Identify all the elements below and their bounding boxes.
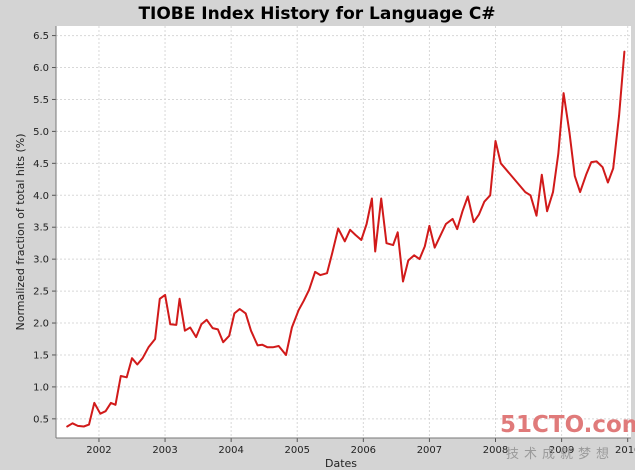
x-tick-label: 2003 <box>152 445 177 456</box>
x-tick-label: 2009 <box>549 445 574 456</box>
y-tick-label: 4.5 <box>33 159 49 170</box>
series-line <box>66 50 626 428</box>
x-tick-label: 2004 <box>218 445 243 456</box>
y-axis-label: Normalized fraction of total hits (%) <box>14 134 27 331</box>
y-tick-label: 6.5 <box>33 31 49 42</box>
y-tick-label: 1.0 <box>33 382 49 393</box>
chart-title: TIOBE Index History for Language C# <box>138 4 495 24</box>
y-tick-label: 0.5 <box>33 414 49 425</box>
y-tick-label: 3.0 <box>33 255 49 266</box>
x-tick-label: 2005 <box>285 445 310 456</box>
series-layer <box>66 50 626 428</box>
y-tick-label: 4.0 <box>33 191 49 202</box>
y-tick-label: 5.0 <box>33 127 49 138</box>
y-tick-label: 5.5 <box>33 95 49 106</box>
x-tick-label: 2002 <box>86 445 111 456</box>
axes: 0.5 1.0 1.5 2.0 2.5 3.0 3.5 4.0 4.5 5.0 5.5 6.0 6.5 2… <box>33 26 635 456</box>
x-tick-label: 2006 <box>351 445 376 456</box>
y-tick-label: 2.0 <box>33 319 49 330</box>
x-axis-label: Dates <box>325 457 357 470</box>
x-tick-label: 2007 <box>417 445 442 456</box>
watermark-text: 51CTO.com <box>500 412 635 438</box>
plot-area <box>56 26 631 438</box>
y-tick-label: 3.5 <box>33 223 49 234</box>
watermark: 51CTO.com 技术成就梦想 <box>500 412 635 462</box>
y-tick-label: 1.5 <box>33 350 49 361</box>
x-tick-label: 2010 <box>615 445 635 456</box>
y-tick-label: 2.5 <box>33 287 49 298</box>
x-tick-label: 2008 <box>483 445 508 456</box>
watermark-subtext: 技术成就梦想 <box>506 446 614 462</box>
y-tick-label: 6.0 <box>33 63 49 74</box>
